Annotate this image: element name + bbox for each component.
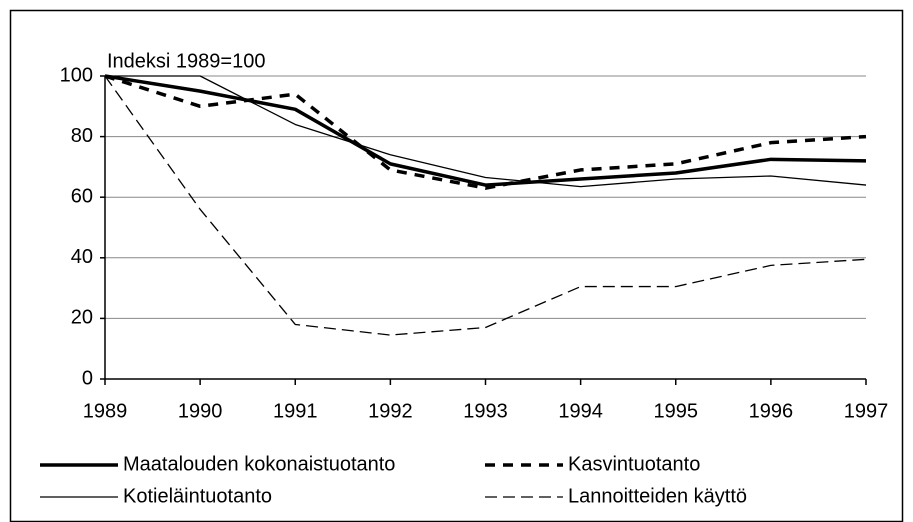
annotation: Indeksi 1989=100 — [107, 50, 265, 72]
x-tick-label: 1992 — [368, 400, 413, 422]
y-tick-label: 40 — [71, 246, 93, 268]
series-line — [104, 75, 867, 336]
legend-label: Kasvintuotanto — [568, 453, 700, 475]
legend-label: Kotieläintuotanto — [123, 485, 272, 507]
x-tick-label: 1991 — [273, 400, 318, 422]
series-line — [104, 74, 867, 187]
series-line — [104, 74, 867, 190]
x-tick-label: 1993 — [463, 400, 508, 422]
y-tick-label: 20 — [71, 307, 93, 329]
y-tick-label: 80 — [71, 125, 93, 147]
x-tick-label: 1994 — [558, 400, 603, 422]
x-tick-label: 1996 — [749, 400, 794, 422]
x-tick-label: 1995 — [654, 400, 699, 422]
x-tick-label: 1990 — [178, 400, 223, 422]
x-tick-label: 1997 — [844, 400, 889, 422]
series-line — [105, 75, 867, 188]
x-tick-label: 1989 — [83, 400, 128, 422]
legend-label: Lannoitteiden käyttö — [568, 485, 747, 507]
y-tick-label: 100 — [60, 64, 93, 86]
y-tick-label: 0 — [82, 367, 93, 389]
legend-label: Maatalouden kokonaistuotanto — [123, 453, 395, 475]
y-tick-label: 60 — [71, 185, 93, 207]
